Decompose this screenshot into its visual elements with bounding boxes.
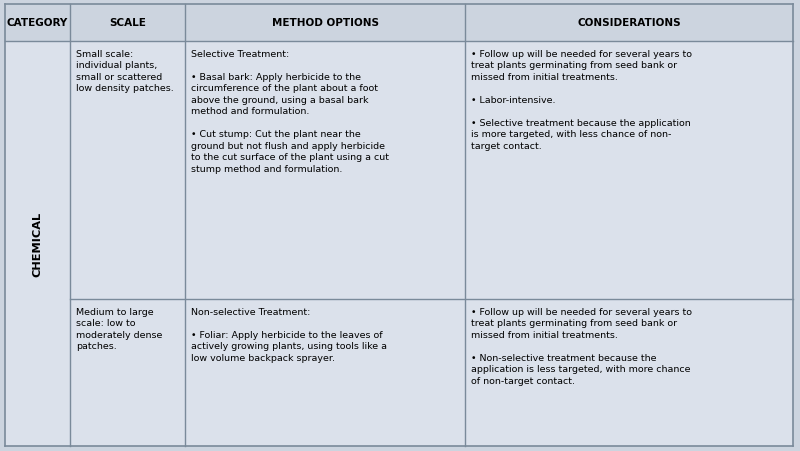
Bar xyxy=(70,42,185,299)
Text: • Follow up will be needed for several years to
treat plants germinating from se: • Follow up will be needed for several y… xyxy=(471,50,692,150)
Bar xyxy=(185,42,465,299)
Text: • Follow up will be needed for several years to
treat plants germinating from se: • Follow up will be needed for several y… xyxy=(471,307,692,385)
Text: Selective Treatment:

• Basal bark: Apply herbicide to the
circumference of the : Selective Treatment: • Basal bark: Apply… xyxy=(191,50,389,173)
Text: Medium to large
scale: low to
moderately dense
patches.: Medium to large scale: low to moderately… xyxy=(76,307,162,350)
Bar xyxy=(70,299,185,446)
Text: METHOD OPTIONS: METHOD OPTIONS xyxy=(271,18,378,28)
Bar xyxy=(465,42,793,299)
Bar xyxy=(5,5,793,42)
Text: Small scale:
individual plants,
small or scattered
low density patches.: Small scale: individual plants, small or… xyxy=(76,50,174,93)
Text: CONSIDERATIONS: CONSIDERATIONS xyxy=(577,18,681,28)
Bar xyxy=(185,299,465,446)
Bar xyxy=(5,42,70,299)
Text: CATEGORY: CATEGORY xyxy=(7,18,68,28)
Text: SCALE: SCALE xyxy=(109,18,146,28)
Bar xyxy=(5,299,70,446)
Text: Non-selective Treatment:

• Foliar: Apply herbicide to the leaves of
actively gr: Non-selective Treatment: • Foliar: Apply… xyxy=(191,307,387,362)
Text: CHEMICAL: CHEMICAL xyxy=(33,212,42,276)
Bar xyxy=(465,299,793,446)
